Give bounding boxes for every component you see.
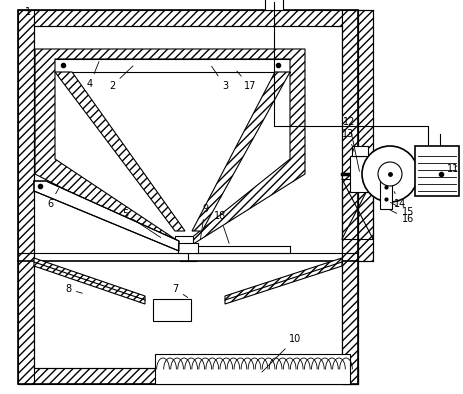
Text: 17: 17 [236,71,256,91]
Bar [379,179,391,209]
Polygon shape [55,59,289,239]
Text: 18: 18 [213,211,229,243]
Text: 10: 10 [262,334,300,372]
Circle shape [377,162,401,186]
Polygon shape [18,10,357,26]
Polygon shape [55,72,185,231]
Text: 14: 14 [393,191,405,209]
Polygon shape [35,49,304,246]
Polygon shape [34,181,179,251]
Text: 1: 1 [25,7,31,20]
Polygon shape [34,258,144,304]
Text: 2: 2 [109,66,133,91]
Polygon shape [18,368,357,384]
Text: 15: 15 [389,203,413,217]
Bar [341,179,372,239]
Text: 3: 3 [211,66,228,91]
Polygon shape [357,10,372,261]
Bar [178,243,198,253]
Circle shape [361,146,417,202]
Text: 12: 12 [342,117,359,171]
Polygon shape [18,10,34,384]
Bar [155,354,349,384]
Polygon shape [192,72,289,231]
Bar [175,236,193,246]
Text: 5: 5 [122,209,160,238]
Text: 9: 9 [200,204,207,239]
Text: 4: 4 [87,61,99,89]
Text: 8: 8 [65,284,82,294]
Text: 6: 6 [47,188,58,209]
Text: 13: 13 [341,129,353,151]
Text: 11: 11 [446,164,458,174]
Text: 7: 7 [171,284,188,297]
Polygon shape [341,10,357,384]
Bar [349,156,379,192]
Bar [153,299,191,321]
Bar [18,10,357,384]
Text: 16: 16 [390,210,413,224]
Bar [414,146,458,196]
Bar [264,0,282,10]
Polygon shape [225,258,341,304]
Polygon shape [341,10,357,384]
Bar [351,146,367,156]
